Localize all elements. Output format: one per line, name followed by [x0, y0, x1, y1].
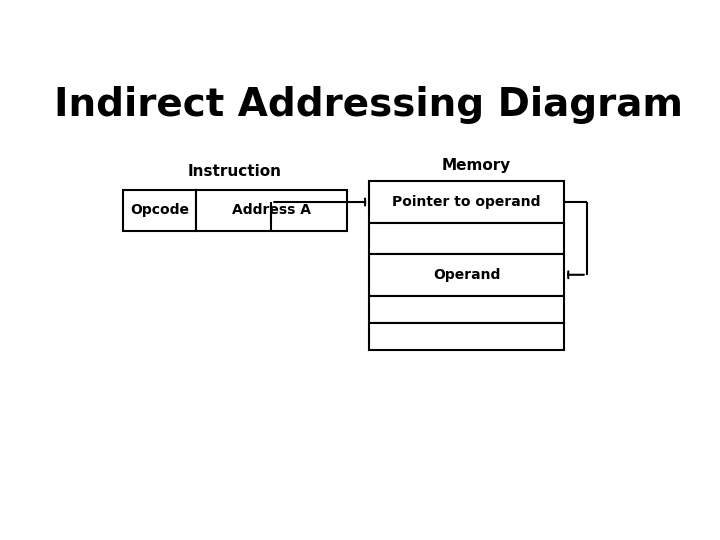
Bar [369, 254, 564, 295]
Bar [196, 190, 346, 231]
Bar [369, 223, 564, 254]
Bar [369, 295, 564, 322]
Text: Address A: Address A [232, 204, 311, 217]
Text: Indirect Addressing Diagram: Indirect Addressing Diagram [55, 85, 683, 124]
Text: Memory: Memory [442, 158, 511, 173]
Bar [124, 190, 196, 231]
Text: Opcode: Opcode [130, 204, 189, 217]
Text: Operand: Operand [433, 268, 500, 282]
Bar [369, 322, 564, 349]
Text: Instruction: Instruction [188, 164, 282, 179]
Text: Pointer to operand: Pointer to operand [392, 195, 541, 209]
Bar [369, 181, 564, 223]
